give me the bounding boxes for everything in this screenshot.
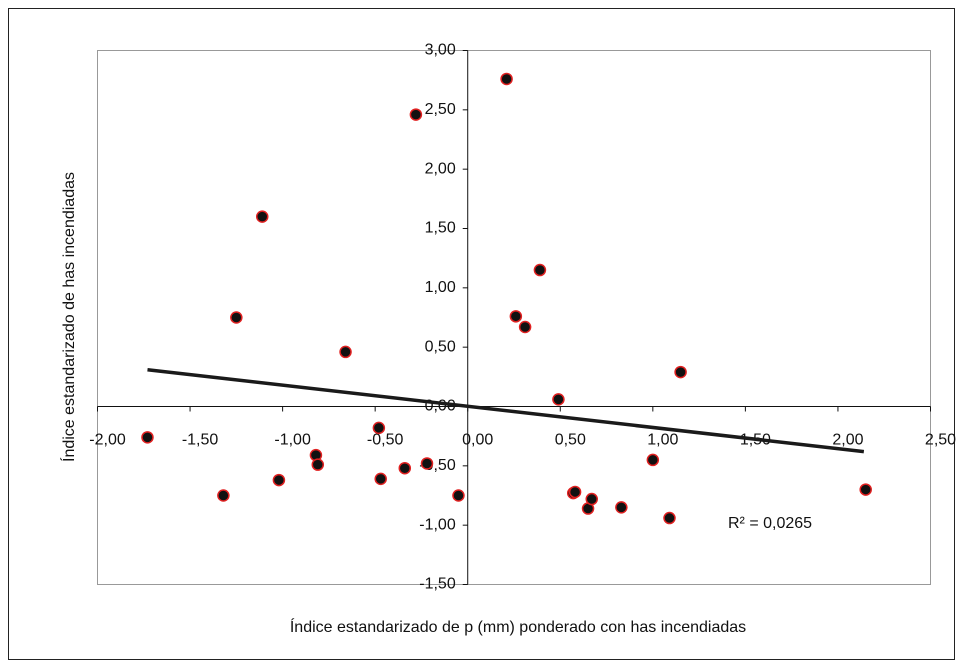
point [859, 483, 872, 496]
point [374, 472, 387, 486]
point [585, 492, 598, 506]
x-tick-label: 2,50 [925, 432, 956, 449]
y-tick-label: 2,00 [425, 160, 456, 177]
point [420, 457, 434, 470]
y-tick-label: 1,00 [425, 279, 456, 296]
point [674, 365, 687, 379]
point [500, 72, 513, 86]
x-tick-label: 0,50 [555, 432, 586, 449]
y-tick-label: -1,50 [419, 576, 456, 593]
point [646, 453, 660, 467]
frame [8, 8, 955, 660]
point [230, 311, 243, 324]
point [533, 263, 547, 277]
plot-area [97, 50, 931, 585]
point [409, 108, 423, 121]
y-tick-label: 0,50 [425, 338, 456, 355]
x-tick-label: -1,00 [274, 432, 311, 449]
point [217, 489, 230, 502]
annotation: R² = 0,0265 [728, 515, 812, 532]
point [452, 489, 465, 502]
point [398, 461, 412, 475]
y-tick-label: 1,50 [425, 220, 456, 237]
point [509, 310, 523, 323]
x-tick-label: -0,50 [367, 432, 404, 449]
trendline [147, 367, 865, 454]
point [311, 458, 325, 471]
x-tick-label: 2,00 [832, 432, 863, 449]
x-tick-label: -1,50 [182, 432, 219, 449]
point [518, 320, 532, 334]
point [663, 511, 676, 525]
x-tick-label: 0,00 [462, 432, 493, 449]
x-axis-title: Índice estandarizado de p (mm) ponderado… [290, 617, 746, 636]
x-tick-label: -2,00 [89, 432, 126, 449]
point [255, 210, 269, 223]
y-axis-title: Índice estandarizado de has incendiadas [59, 172, 78, 462]
y-tick-label: 2,50 [425, 101, 456, 118]
point [339, 345, 352, 359]
point [141, 431, 154, 444]
point [552, 393, 565, 406]
y-tick-label: -1,00 [419, 516, 456, 533]
point [372, 421, 386, 435]
point [568, 485, 582, 499]
point [272, 473, 286, 487]
x-tick-label: 1,00 [647, 432, 678, 449]
y-tick-label: 3,00 [425, 42, 456, 59]
point [615, 501, 628, 514]
